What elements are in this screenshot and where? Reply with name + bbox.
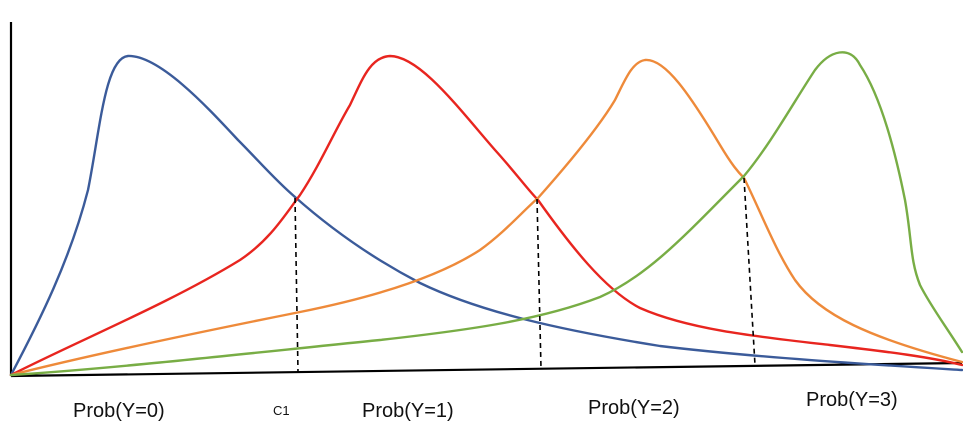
curve-y0 (9, 54, 963, 377)
curve-y2 (9, 58, 963, 377)
cutpoint-line-1 (294, 197, 299, 373)
label-prob-y3: Prob(Y=3) (806, 389, 898, 411)
curve-y1 (9, 54, 963, 377)
curve-y3 (9, 51, 963, 377)
cutpoint-line-3 (743, 177, 756, 366)
label-c1: C1 (273, 403, 290, 418)
cutpoint-line-2 (536, 198, 542, 369)
x-axis (10, 361, 963, 378)
label-prob-y2: Prob(Y=2) (588, 397, 680, 419)
label-prob-y0: Prob(Y=0) (73, 400, 165, 422)
label-prob-y1: Prob(Y=1) (362, 400, 454, 422)
